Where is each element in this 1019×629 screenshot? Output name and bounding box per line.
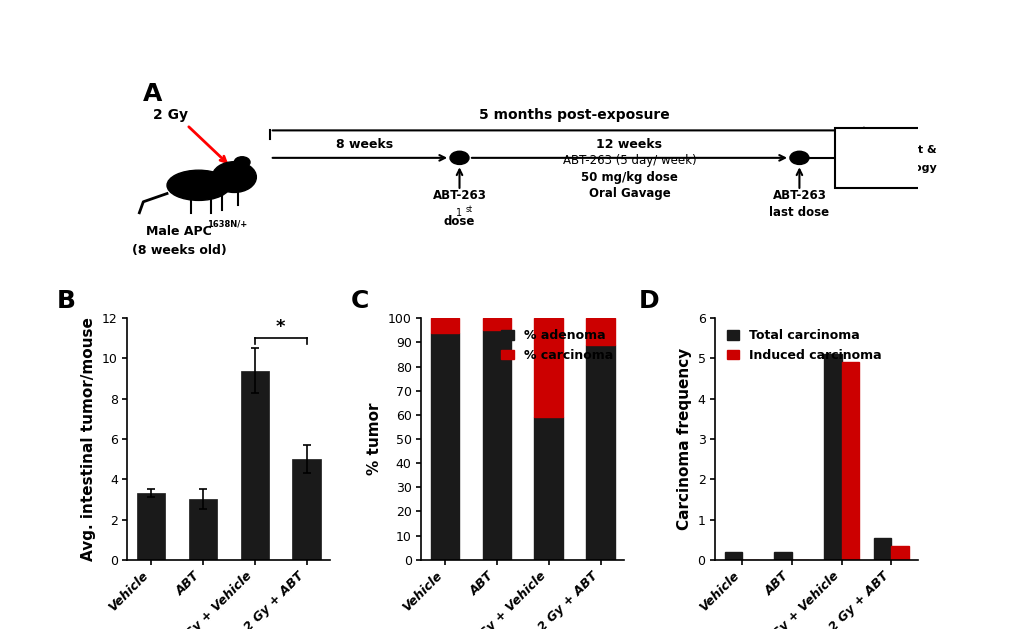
Bar xyxy=(482,318,511,330)
Text: st: st xyxy=(466,204,473,214)
Y-axis label: Carcinoma frequency: Carcinoma frequency xyxy=(677,348,691,530)
Bar xyxy=(773,552,791,560)
Text: dose: dose xyxy=(443,215,475,228)
Text: C: C xyxy=(351,289,369,313)
Legend: Total carcinoma, Induced carcinoma: Total carcinoma, Induced carcinoma xyxy=(720,325,886,367)
Text: A: A xyxy=(143,82,162,106)
Bar xyxy=(534,417,562,560)
Y-axis label: Avg. intestinal tumor/mouse: Avg. intestinal tumor/mouse xyxy=(82,317,96,561)
FancyBboxPatch shape xyxy=(835,128,945,188)
Text: Male APC: Male APC xyxy=(146,225,212,238)
Text: Tumor count &: Tumor count & xyxy=(844,145,935,155)
Text: ABT-263: ABT-263 xyxy=(771,189,825,202)
Text: (8 weeks old): (8 weeks old) xyxy=(131,244,226,257)
Text: ABT-263: ABT-263 xyxy=(432,189,486,202)
Y-axis label: % tumor: % tumor xyxy=(367,403,382,476)
Bar xyxy=(823,354,841,560)
Circle shape xyxy=(234,157,250,168)
Bar xyxy=(137,493,165,560)
Text: 1: 1 xyxy=(455,208,463,218)
Bar xyxy=(482,330,511,560)
Bar xyxy=(891,546,908,560)
Legend: % adenoma, % carcinoma: % adenoma, % carcinoma xyxy=(495,325,618,367)
Text: 5 months post-exposure: 5 months post-exposure xyxy=(478,108,668,123)
Text: last dose: last dose xyxy=(768,206,828,218)
Bar xyxy=(586,345,614,560)
Bar xyxy=(292,459,321,560)
Bar xyxy=(534,318,562,417)
Text: 8 weeks: 8 weeks xyxy=(335,138,393,151)
Circle shape xyxy=(789,151,808,164)
Text: ABT-263 (5 day/ week): ABT-263 (5 day/ week) xyxy=(562,155,696,167)
Text: D: D xyxy=(638,289,658,313)
Bar xyxy=(723,552,741,560)
Bar xyxy=(430,318,459,333)
Text: 50 mg/kg dose: 50 mg/kg dose xyxy=(581,171,678,184)
Circle shape xyxy=(449,151,469,164)
Text: B: B xyxy=(56,289,75,313)
Text: *: * xyxy=(276,318,285,337)
Bar xyxy=(586,318,614,345)
Bar xyxy=(240,370,269,560)
Bar xyxy=(873,538,891,560)
Text: 12 weeks: 12 weeks xyxy=(596,138,661,151)
Bar xyxy=(430,333,459,560)
Text: 2 Gy: 2 Gy xyxy=(153,108,189,123)
Bar xyxy=(841,362,858,560)
Bar xyxy=(189,499,217,560)
Text: Oral Gavage: Oral Gavage xyxy=(588,187,669,201)
Ellipse shape xyxy=(167,170,230,201)
Text: 1638N/+: 1638N/+ xyxy=(206,220,247,228)
Circle shape xyxy=(212,162,256,192)
Text: histopathology: histopathology xyxy=(843,163,936,173)
